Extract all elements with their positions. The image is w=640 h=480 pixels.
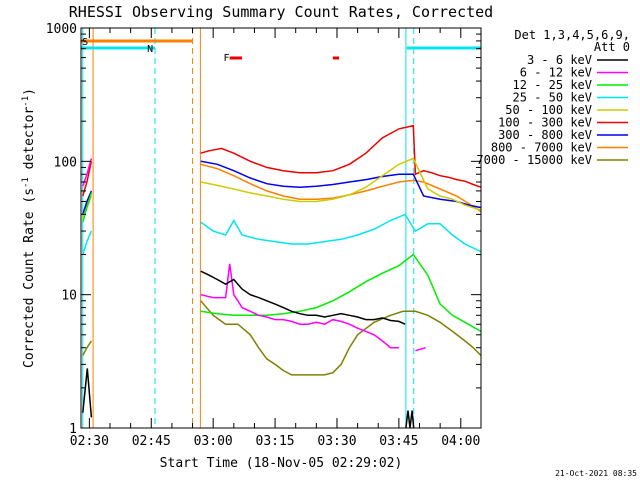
y-axis-label-end: ) [22,88,37,96]
series-line [200,270,406,325]
plot-area: S N F 1 10 100 1000 02:30 02:45 03:00 03:15 03:30… [46,22,482,449]
legend-title: Det 1,3,4,5,6,9, [514,28,630,42]
series-line [82,368,93,418]
legend-entry-label: 50 - 100 keV [505,103,592,117]
legend-entry-label: 3 - 6 keV [527,53,592,67]
legend-subtitle: Att 0 [594,40,630,54]
series-line [200,213,482,253]
s-bar-label: S [82,37,88,48]
legend-entry-label: 300 - 800 keV [498,128,592,142]
y-axis-label-mid: detector [22,107,37,178]
legend-entry-label: 25 - 50 keV [513,91,592,105]
series-line [82,230,93,255]
series-layer [82,124,482,429]
x-tick-label: 03:30 [317,434,356,449]
chart-title: RHESSI Observing Summary Count Rates, Co… [69,3,493,21]
series-line [200,263,399,349]
series-line [82,340,93,356]
legend-entry-label: 6 - 12 keV [520,66,592,80]
x-tick-label: 03:15 [256,434,295,449]
series-line [200,124,482,188]
x-tick-label: 02:45 [132,434,171,449]
f-bar-label: F [223,53,229,64]
x-tick-label: 04:00 [441,434,480,449]
y-tick-label: 100 [54,155,77,170]
legend-entry-label: 12 - 25 keV [513,78,592,92]
y-axis-label-sup2: -1 [21,96,31,107]
y-tick-label: 1000 [46,22,77,37]
series-line [200,300,482,376]
status-bars: S N F [81,37,481,64]
x-axis-ticks: 02:30 02:45 03:00 03:15 03:30 03:45 04:00 [70,28,480,449]
legend-entry-label: 100 - 300 keV [498,116,592,130]
y-tick-label: 1 [69,422,77,437]
footer-timestamp: 21-Oct-2021 08:35 [555,469,637,478]
x-tick-label: 02:30 [70,434,109,449]
series-line [415,346,426,352]
y-axis-label: Corrected Count Rate (s-1 detector-1) [21,88,37,368]
plot-frame [80,27,482,429]
x-axis-label: Start Time (18-Nov-05 02:29:02) [160,456,403,471]
series-line [200,160,482,209]
series-line [200,157,482,211]
y-axis-label-sup1: -1 [21,177,31,188]
series-line [82,190,93,215]
legend-entry-label: 7000 - 15000 keV [476,153,592,167]
x-tick-label: 03:45 [379,434,418,449]
legend-entry-label: 800 - 7000 keV [491,141,592,155]
n-bar-label: N [147,44,153,55]
y-tick-label: 10 [61,289,77,304]
series-line [200,253,482,333]
x-tick-label: 03:00 [194,434,233,449]
y-axis-label-main: Corrected Count Rate (s [22,188,37,368]
series-line [82,192,93,223]
